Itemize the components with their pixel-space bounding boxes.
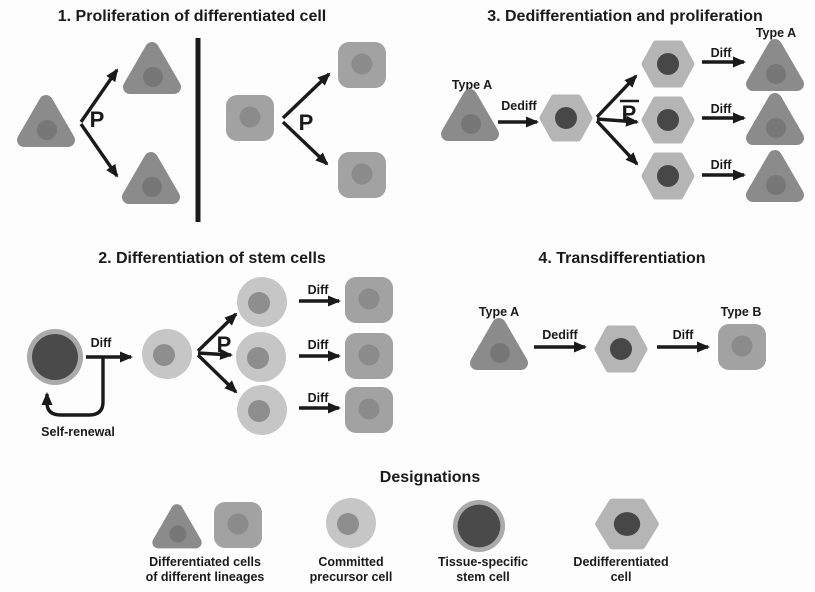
legend-item-label: Dedifferentiated — [573, 555, 668, 569]
dedifferentiated-cell-hexagon — [598, 329, 644, 369]
panel-4-title: 4. Transdifferentiation — [538, 250, 705, 267]
self-renewal-label: Self-renewal — [41, 425, 115, 439]
legend-dedifferentiated-hexagon — [599, 502, 654, 545]
diff-label: Diff — [673, 328, 695, 342]
legend-differentiated-triangle — [158, 510, 195, 542]
type-b-label: Type B — [721, 305, 762, 319]
committed-precursor-cell — [142, 329, 192, 379]
committed-precursor-cell — [237, 385, 287, 435]
type-a-cell-triangle — [448, 96, 492, 134]
proliferation-label: P — [622, 101, 637, 126]
panel-1-title: 1. Proliferation of differentiated cell — [58, 8, 327, 25]
committed-precursor-cell — [236, 332, 286, 382]
proliferation-arrow — [281, 72, 331, 120]
committed-precursor-cell — [237, 277, 287, 327]
dedifferentiated-cell-hexagon — [645, 100, 691, 140]
differentiated-cell-triangle — [130, 49, 174, 87]
differentiated-cell-square — [345, 387, 393, 433]
differentiated-cell-triangle — [129, 159, 173, 197]
type-a-label: Type A — [479, 305, 519, 319]
legend-item-label: Tissue-specific — [438, 555, 528, 569]
dedifferentiated-cell-hexagon — [543, 98, 589, 138]
type-a-cell-triangle — [753, 157, 797, 195]
panel-4-transdifferentiation: 4. Transdifferentiation Type A Dediff Di… — [477, 250, 766, 370]
legend-differentiated-square — [214, 502, 262, 548]
legend-item-label: Differentiated cells — [149, 555, 261, 569]
legend-title: Designations — [380, 469, 481, 486]
differentiated-cell-square — [226, 95, 274, 141]
legend-item-label: precursor cell — [310, 570, 393, 584]
diff-label: Diff — [91, 336, 113, 350]
type-a-cell-triangle — [753, 46, 797, 84]
proliferation-label: P — [299, 110, 314, 135]
differentiated-cell-triangle — [24, 102, 68, 140]
legend-item-label: Committed — [318, 555, 383, 569]
proliferation-label: P — [217, 332, 232, 357]
differentiated-cell-square — [345, 333, 393, 379]
tissue-specific-stem-cell — [27, 329, 83, 385]
differentiated-cell-square — [338, 152, 386, 198]
differentiated-cell-square — [338, 42, 386, 88]
proliferation-arrow — [281, 120, 329, 166]
diff-label: Diff — [308, 283, 330, 297]
self-renewal-arrow — [41, 358, 105, 417]
diff-label: Diff — [308, 338, 330, 352]
panel-1-proliferation: 1. Proliferation of differentiated cell … — [24, 8, 386, 222]
diff-label: Diff — [711, 158, 733, 172]
legend-item-label: of different lineages — [146, 570, 265, 584]
dedifferentiated-cell-hexagon — [645, 44, 691, 84]
diff-label: Diff — [308, 391, 330, 405]
dediff-label: Dediff — [542, 328, 578, 342]
type-a-source-label: Type A — [452, 78, 492, 92]
differentiated-cell-square — [345, 277, 393, 323]
panel-3-title: 3. Dedifferentiation and proliferation — [487, 8, 763, 25]
proliferation-arrow — [595, 74, 638, 119]
legend-designations: Designations Differentiated cells of dif… — [146, 469, 669, 584]
proliferation-arrow — [196, 312, 238, 353]
proliferation-arrow — [196, 353, 238, 394]
dediff-label: Dediff — [501, 99, 537, 113]
proliferation-arrow — [79, 123, 119, 178]
proliferation-arrow — [595, 119, 639, 166]
type-b-cell-square — [718, 324, 766, 370]
type-a-cell-triangle — [477, 325, 521, 363]
legend-item-label: stem cell — [456, 570, 510, 584]
legend-item-label: cell — [611, 570, 632, 584]
type-a-cell-triangle — [753, 100, 797, 138]
panel-2-title: 2. Differentiation of stem cells — [98, 250, 326, 267]
legend-tissue-specific-stem-cell — [452, 499, 506, 553]
type-a-result-label: Type A — [756, 26, 796, 40]
panel-3-dedifferentiation-proliferation: 3. Dedifferentiation and proliferation T… — [448, 8, 797, 196]
panel-2-stem-cell-differentiation: 2. Differentiation of stem cells Diff Se… — [27, 250, 393, 439]
proliferation-arrow — [197, 348, 233, 360]
proliferation-arrow — [596, 115, 639, 127]
proliferation-arrow — [79, 68, 119, 123]
diff-label: Diff — [711, 102, 733, 116]
diff-label: Diff — [711, 46, 733, 60]
legend-committed-precursor — [326, 498, 376, 548]
proliferation-label: P — [90, 107, 105, 132]
dedifferentiated-cell-hexagon — [645, 156, 691, 196]
